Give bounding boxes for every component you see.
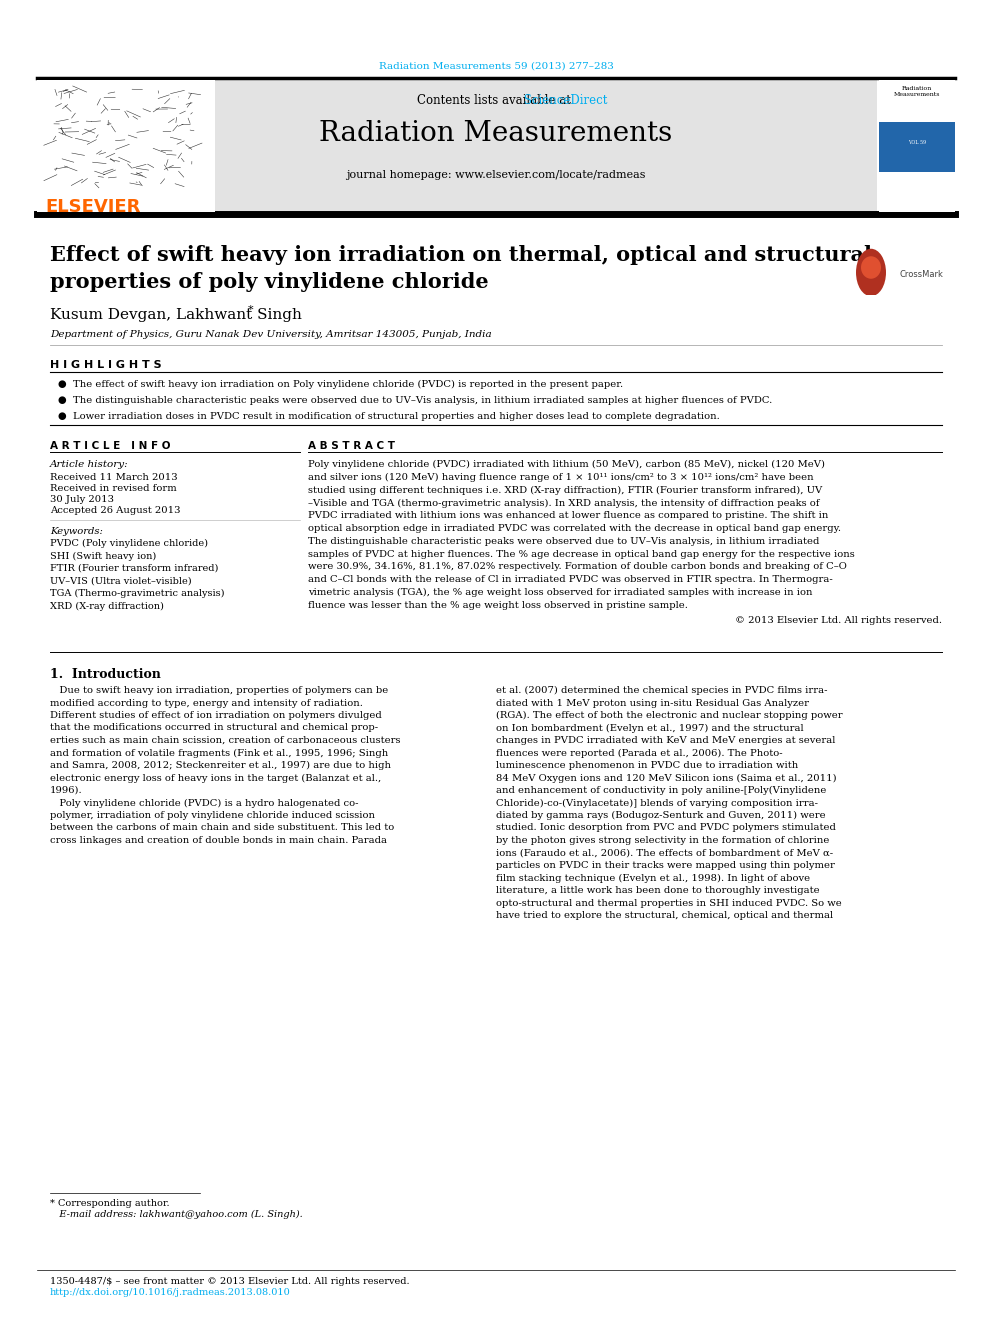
Text: Article history:: Article history:	[50, 460, 129, 468]
Text: Due to swift heavy ion irradiation, properties of polymers can be: Due to swift heavy ion irradiation, prop…	[50, 687, 388, 695]
Text: literature, a little work has been done to thoroughly investigate: literature, a little work has been done …	[496, 886, 819, 894]
Text: erties such as main chain scission, creation of carbonaceous clusters: erties such as main chain scission, crea…	[50, 736, 401, 745]
Text: Contents lists available at: Contents lists available at	[418, 94, 574, 107]
Text: vimetric analysis (TGA), the % age weight loss observed for irradiated samples w: vimetric analysis (TGA), the % age weigh…	[308, 587, 812, 597]
Text: samples of PVDC at higher fluences. The % age decrease in optical band gap energ: samples of PVDC at higher fluences. The …	[308, 549, 855, 558]
Text: Department of Physics, Guru Nanak Dev University, Amritsar 143005, Punjab, India: Department of Physics, Guru Nanak Dev Un…	[50, 329, 492, 339]
Text: were 30.9%, 34.16%, 81.1%, 87.02% respectively. Formation of double carbon bonds: were 30.9%, 34.16%, 81.1%, 87.02% respec…	[308, 562, 847, 572]
Text: © 2013 Elsevier Ltd. All rights reserved.: © 2013 Elsevier Ltd. All rights reserved…	[735, 615, 942, 624]
Text: H I G H L I G H T S: H I G H L I G H T S	[50, 360, 162, 370]
Text: journal homepage: www.elsevier.com/locate/radmeas: journal homepage: www.elsevier.com/locat…	[346, 169, 646, 180]
Text: 1.  Introduction: 1. Introduction	[50, 668, 161, 681]
Text: opto-structural and thermal properties in SHI induced PVDC. So we: opto-structural and thermal properties i…	[496, 898, 842, 908]
Text: The distinguishable characteristic peaks were observed due to UV–Vis analysis, i: The distinguishable characteristic peaks…	[308, 537, 819, 546]
Text: 30 July 2013: 30 July 2013	[50, 495, 114, 504]
Text: and formation of volatile fragments (Fink et al., 1995, 1996; Singh: and formation of volatile fragments (Fin…	[50, 749, 388, 758]
Text: diated with 1 MeV proton using in-situ Residual Gas Analyzer: diated with 1 MeV proton using in-situ R…	[496, 699, 809, 708]
Text: film stacking technique (Evelyn et al., 1998). In light of above: film stacking technique (Evelyn et al., …	[496, 873, 810, 882]
Ellipse shape	[856, 249, 886, 296]
Text: by the photon gives strong selectivity in the formation of chlorine: by the photon gives strong selectivity i…	[496, 836, 829, 845]
Text: particles on PVDC in their tracks were mapped using thin polymer: particles on PVDC in their tracks were m…	[496, 861, 835, 871]
Text: 1350-4487/$ – see front matter © 2013 Elsevier Ltd. All rights reserved.: 1350-4487/$ – see front matter © 2013 El…	[50, 1277, 410, 1286]
Text: PVDC irradiated with lithium ions was enhanced at lower fluence as compared to p: PVDC irradiated with lithium ions was en…	[308, 511, 828, 520]
Text: ions (Faraudo et al., 2006). The effects of bombardment of MeV α-: ions (Faraudo et al., 2006). The effects…	[496, 848, 833, 857]
Text: Poly vinylidene chloride (PVDC) is a hydro halogenated co-: Poly vinylidene chloride (PVDC) is a hyd…	[50, 799, 358, 807]
Text: Keywords:: Keywords:	[50, 527, 103, 536]
Text: fluences were reported (Parada et al., 2006). The Photo-: fluences were reported (Parada et al., 2…	[496, 749, 783, 758]
Text: UV–VIS (Ultra violet–visible): UV–VIS (Ultra violet–visible)	[50, 577, 191, 586]
Text: studied using different techniques i.e. XRD (X-ray diffraction), FTIR (Fourier t: studied using different techniques i.e. …	[308, 486, 822, 495]
Text: VOL 59: VOL 59	[908, 140, 927, 146]
Text: XRD (X-ray diffraction): XRD (X-ray diffraction)	[50, 602, 164, 611]
Text: –Visible and TGA (thermo-gravimetric analysis). In XRD analysis, the intensity o: –Visible and TGA (thermo-gravimetric ana…	[308, 499, 819, 508]
Text: ●  The distinguishable characteristic peaks were observed due to UV–Vis analysis: ● The distinguishable characteristic pea…	[58, 396, 772, 405]
Text: E-mail address: lakhwant@yahoo.com (L. Singh).: E-mail address: lakhwant@yahoo.com (L. S…	[50, 1211, 303, 1218]
Text: SHI (Swift heavy ion): SHI (Swift heavy ion)	[50, 552, 157, 561]
Text: ●  Lower irradiation doses in PVDC result in modification of structural properti: ● Lower irradiation doses in PVDC result…	[58, 411, 720, 421]
Text: http://dx.doi.org/10.1016/j.radmeas.2013.08.010: http://dx.doi.org/10.1016/j.radmeas.2013…	[50, 1289, 291, 1297]
Text: Received in revised form: Received in revised form	[50, 484, 177, 493]
Text: *: *	[248, 306, 254, 315]
Text: and enhancement of conductivity in poly aniline-[Poly(Vinylidene: and enhancement of conductivity in poly …	[496, 786, 826, 795]
Text: between the carbons of main chain and side substituent. This led to: between the carbons of main chain and si…	[50, 823, 394, 832]
Text: Effect of swift heavy ion irradiation on thermal, optical and structural: Effect of swift heavy ion irradiation on…	[50, 245, 872, 265]
Text: CrossMark: CrossMark	[900, 270, 943, 279]
Text: PVDC (Poly vinylidene chloride): PVDC (Poly vinylidene chloride)	[50, 538, 208, 548]
Ellipse shape	[861, 257, 881, 279]
Text: et al. (2007) determined the chemical species in PVDC films irra-: et al. (2007) determined the chemical sp…	[496, 687, 827, 695]
Text: Kusum Devgan, Lakhwant Singh: Kusum Devgan, Lakhwant Singh	[50, 308, 302, 321]
Text: electronic energy loss of heavy ions in the target (Balanzat et al.,: electronic energy loss of heavy ions in …	[50, 774, 381, 783]
Text: cross linkages and creation of double bonds in main chain. Parada: cross linkages and creation of double bo…	[50, 836, 387, 845]
Text: Different studies of effect of ion irradiation on polymers divulged: Different studies of effect of ion irrad…	[50, 710, 382, 720]
Text: diated by gamma rays (Bodugoz-Senturk and Guven, 2011) were: diated by gamma rays (Bodugoz-Senturk an…	[496, 811, 825, 820]
Text: studied. Ionic desorption from PVC and PVDC polymers stimulated: studied. Ionic desorption from PVC and P…	[496, 823, 836, 832]
Text: on Ion bombardment (Evelyn et al., 1997) and the structural: on Ion bombardment (Evelyn et al., 1997)…	[496, 724, 804, 733]
Text: (RGA). The effect of both the electronic and nuclear stopping power: (RGA). The effect of both the electronic…	[496, 710, 842, 720]
Text: Radiation Measurements 59 (2013) 277–283: Radiation Measurements 59 (2013) 277–283	[379, 62, 613, 71]
Text: Chloride)-co-(Vinylacetate)] blends of varying composition irra-: Chloride)-co-(Vinylacetate)] blends of v…	[496, 799, 818, 807]
Text: ScienceDirect: ScienceDirect	[385, 94, 607, 107]
Text: Radiation Measurements: Radiation Measurements	[319, 120, 673, 147]
Text: modified according to type, energy and intensity of radiation.: modified according to type, energy and i…	[50, 699, 363, 708]
Text: FTIR (Fourier transform infrared): FTIR (Fourier transform infrared)	[50, 564, 218, 573]
Text: and silver ions (120 MeV) having fluence range of 1 × 10¹¹ ions/cm² to 3 × 10¹² : and silver ions (120 MeV) having fluence…	[308, 472, 813, 482]
Text: have tried to explore the structural, chemical, optical and thermal: have tried to explore the structural, ch…	[496, 912, 833, 919]
Text: ELSEVIER: ELSEVIER	[45, 198, 141, 216]
Text: * Corresponding author.: * Corresponding author.	[50, 1199, 170, 1208]
Text: properties of poly vinylidene chloride: properties of poly vinylidene chloride	[50, 273, 489, 292]
Text: polymer, irradiation of poly vinylidene chloride induced scission: polymer, irradiation of poly vinylidene …	[50, 811, 375, 820]
Text: ●  The effect of swift heavy ion irradiation on Poly vinylidene chloride (PVDC) : ● The effect of swift heavy ion irradiat…	[58, 380, 623, 389]
Text: luminescence phenomenon in PVDC due to irradiation with: luminescence phenomenon in PVDC due to i…	[496, 761, 799, 770]
Text: changes in PVDC irradiated with KeV and MeV energies at several: changes in PVDC irradiated with KeV and …	[496, 736, 835, 745]
Text: optical absorption edge in irradiated PVDC was correlated with the decrease in o: optical absorption edge in irradiated PV…	[308, 524, 841, 533]
Text: Radiation
Measurements: Radiation Measurements	[894, 86, 940, 97]
Text: Poly vinylidene chloride (PVDC) irradiated with lithium (50 MeV), carbon (85 MeV: Poly vinylidene chloride (PVDC) irradiat…	[308, 460, 825, 470]
Text: A R T I C L E   I N F O: A R T I C L E I N F O	[50, 441, 171, 451]
Text: 1996).: 1996).	[50, 786, 82, 795]
Text: Accepted 26 August 2013: Accepted 26 August 2013	[50, 505, 181, 515]
Text: A B S T R A C T: A B S T R A C T	[308, 441, 395, 451]
Text: fluence was lesser than the % age weight loss observed in pristine sample.: fluence was lesser than the % age weight…	[308, 601, 687, 610]
Text: Received 11 March 2013: Received 11 March 2013	[50, 474, 178, 482]
Text: and Samra, 2008, 2012; Steckenreiter et al., 1997) are due to high: and Samra, 2008, 2012; Steckenreiter et …	[50, 761, 391, 770]
Text: TGA (Thermo-gravimetric analysis): TGA (Thermo-gravimetric analysis)	[50, 589, 224, 598]
Text: and C–Cl bonds with the release of Cl in irradiated PVDC was observed in FTIR sp: and C–Cl bonds with the release of Cl in…	[308, 576, 832, 585]
Text: 84 MeV Oxygen ions and 120 MeV Silicon ions (Saima et al., 2011): 84 MeV Oxygen ions and 120 MeV Silicon i…	[496, 774, 836, 783]
Text: that the modifications occurred in structural and chemical prop-: that the modifications occurred in struc…	[50, 724, 378, 733]
